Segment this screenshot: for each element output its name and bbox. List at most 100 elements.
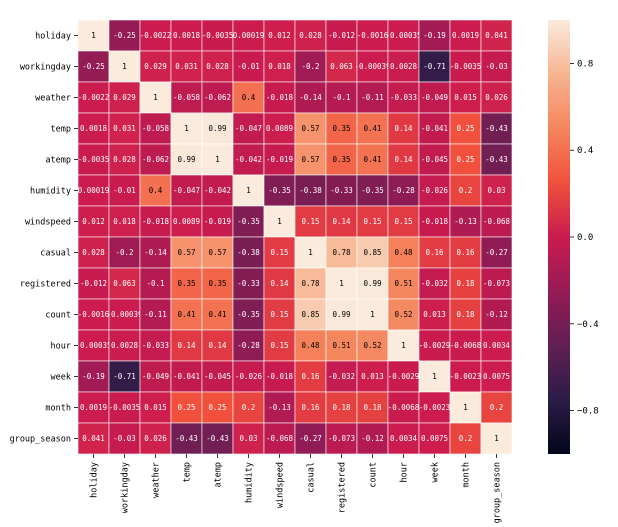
heatmap-cell: -0.11 [356, 81, 389, 114]
heatmap-cell: -0.11 [139, 298, 172, 331]
heatmap-cell-value: -0.0029 [388, 372, 420, 381]
heatmap-cell-rect [263, 422, 296, 455]
heatmap-cell-value: -0.01 [113, 186, 136, 195]
heatmap-cell-value: -0.00035 [385, 31, 421, 40]
heatmap-cell: 1 [449, 391, 482, 424]
heatmap-cell: -0.042 [232, 143, 265, 176]
heatmap-cell-value: 0.012 [268, 31, 291, 40]
heatmap-cell: 0.41 [201, 298, 234, 331]
heatmap-cell: 0.52 [387, 298, 420, 331]
heatmap-cell: 1 [77, 19, 110, 52]
heatmap-cell-value: -0.33 [330, 186, 353, 195]
heatmap-cell-value: 0.14 [208, 341, 227, 350]
heatmap-cell-value: -0.33 [237, 279, 260, 288]
heatmap-cell: 0.012 [77, 205, 110, 238]
heatmap-cell: 0.16 [449, 236, 482, 269]
heatmap-cell: 0.57 [294, 143, 327, 176]
heatmap-cell-rect [201, 174, 234, 207]
heatmap-cell: 0.03 [232, 422, 265, 455]
heatmap-cell-value: 1 [246, 186, 251, 195]
heatmap-cell-value: 1 [308, 248, 313, 257]
heatmap-cell-rect [232, 50, 265, 83]
heatmap-cell-rect [418, 422, 451, 455]
heatmap-cell-rect [387, 143, 420, 176]
x-tick-label: workingday [121, 462, 131, 513]
heatmap-cell-rect [418, 360, 451, 393]
heatmap-cell: -0.43 [480, 143, 513, 176]
heatmap-cell-rect [480, 205, 513, 238]
y-tick-label: atemp [45, 156, 71, 166]
heatmap-cell-rect [108, 329, 141, 362]
heatmap-cell: -0.068 [480, 205, 513, 238]
heatmap-cell-value: -0.018 [266, 372, 294, 381]
heatmap-cell-value: -0.35 [237, 217, 260, 226]
heatmap-cell: -0.018 [263, 81, 296, 114]
heatmap-cell: 0.00019 [233, 19, 264, 52]
heatmap-cell-value: 0.028 [82, 248, 105, 257]
heatmap-cell: -0.13 [263, 391, 296, 424]
heatmap-cell: -0.35 [232, 205, 265, 238]
heatmap-cell-rect [387, 391, 420, 424]
heatmap-cell: -0.33 [232, 267, 265, 300]
heatmap-cell: -0.38 [294, 174, 327, 207]
heatmap-cell: -0.13 [449, 205, 482, 238]
heatmap-cell-rect [480, 143, 513, 176]
heatmap-cell-rect [325, 391, 358, 424]
heatmap-cell-rect [263, 391, 296, 424]
heatmap-cell: -0.0029 [419, 329, 450, 362]
heatmap-cell: 0.028 [201, 50, 234, 83]
heatmap-cell-value: 0.012 [82, 217, 105, 226]
heatmap-cell: -0.71 [418, 50, 451, 83]
heatmap-cell-value: -0.03 [113, 434, 136, 443]
heatmap-cell-rect [294, 267, 327, 300]
heatmap-cell: -0.19 [77, 360, 110, 393]
heatmap-cell-value: 1 [494, 434, 499, 443]
heatmap-cell-value: 0.48 [394, 248, 413, 257]
heatmap-cell: -0.03 [480, 50, 513, 83]
heatmap-cell-value: 1 [432, 372, 437, 381]
heatmap-cell-value: 0.85 [363, 248, 381, 257]
heatmap-cell-value: 0.99 [208, 124, 226, 133]
heatmap-cell-rect [325, 267, 358, 300]
heatmap-cell: -0.058 [170, 81, 203, 114]
heatmap-cell-value: -0.033 [390, 93, 417, 102]
heatmap-cell-value: -0.43 [175, 434, 198, 443]
heatmap-cell-rect [480, 267, 513, 300]
heatmap-cell-value: 0.41 [363, 124, 381, 133]
heatmap-cell-value: 0.14 [270, 279, 289, 288]
heatmap-cell-rect [356, 143, 389, 176]
heatmap-cell-rect [77, 360, 110, 393]
heatmap-cell: 1 [480, 422, 513, 455]
heatmap-cell-rect [139, 81, 172, 114]
heatmap-cell-value: -0.033 [142, 341, 169, 350]
heatmap-cell-value: -0.00039 [106, 310, 142, 319]
heatmap-cell-value: 0.028 [113, 155, 136, 164]
heatmap-cell-value: 0.14 [394, 155, 413, 164]
heatmap-cell: 0.0089 [170, 205, 203, 238]
heatmap-cell-rect [139, 360, 172, 393]
heatmap-cell-value: 0.03 [239, 434, 257, 443]
heatmap-cell: 1 [201, 143, 234, 176]
heatmap-cell: -0.14 [294, 81, 327, 114]
heatmap-cell: 0.85 [356, 236, 389, 269]
y-tick-label: group_season [10, 435, 71, 445]
heatmap-cell: -0.01 [108, 174, 141, 207]
heatmap-cell-rect [418, 236, 451, 269]
heatmap-cell: 0.028 [108, 143, 141, 176]
heatmap-cell-rect [387, 81, 420, 114]
heatmap-cell-rect [201, 422, 234, 455]
heatmap-cell-rect [449, 298, 482, 331]
x-tick-label: holiday [90, 462, 100, 498]
heatmap-cell-value: -0.38 [299, 186, 322, 195]
heatmap-cell: 0.25 [449, 112, 482, 145]
heatmap-cell-rect [449, 50, 482, 83]
heatmap-cell-value: 0.4 [149, 186, 163, 195]
heatmap-cell: -0.0022 [140, 19, 171, 52]
heatmap-cell-rect [480, 19, 513, 52]
heatmap-cell-value: 0.51 [394, 279, 412, 288]
heatmap-cell-value: -0.0035 [109, 403, 141, 412]
heatmap-cell-value: 0.4 [242, 93, 256, 102]
heatmap-cell: 0.015 [449, 81, 482, 114]
heatmap-cell-value: -0.35 [361, 186, 384, 195]
heatmap-cell-rect [449, 143, 482, 176]
